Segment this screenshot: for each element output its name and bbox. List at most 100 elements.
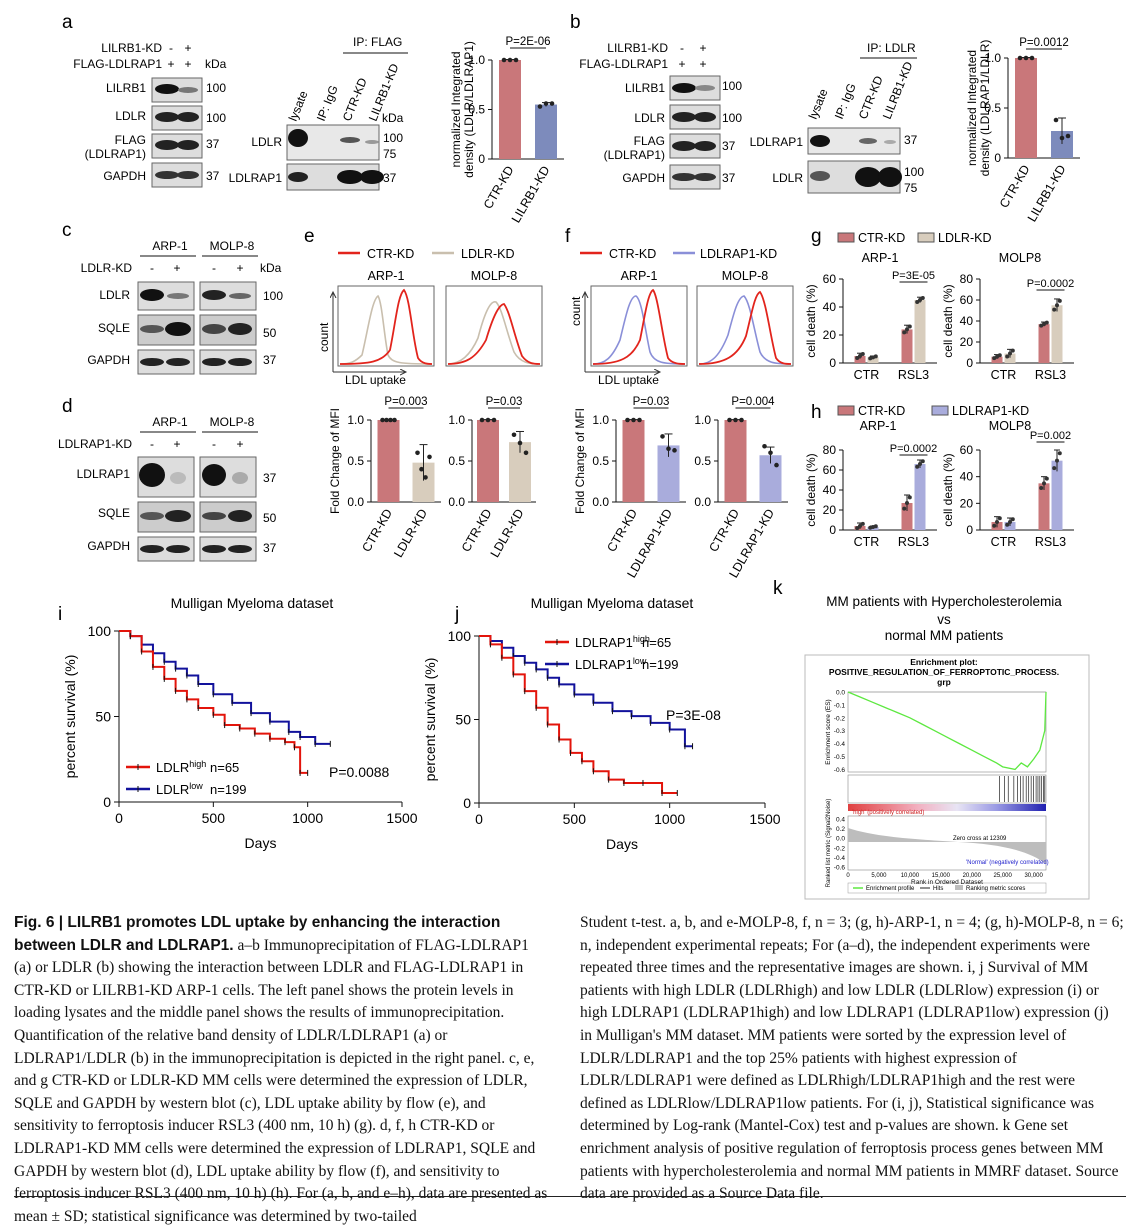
f-cell-1: ARP-1 xyxy=(621,269,658,283)
legend-label: LDLRhigh xyxy=(156,759,206,775)
y-axis-label: cell death (%) xyxy=(804,453,818,526)
survival-curve xyxy=(119,630,308,774)
y-tick-label: 40 xyxy=(823,300,837,314)
y-tick-label: 1.0 xyxy=(694,413,711,427)
x-tick-label: CTR xyxy=(991,368,1017,382)
c-band-3: GAPDH xyxy=(87,353,130,367)
b-band-ldlr: LDLR xyxy=(634,111,665,125)
legend-n: n=65 xyxy=(210,760,239,775)
a-band-flag: FLAG xyxy=(115,133,146,147)
c-cell-2: MOLP-8 xyxy=(210,239,255,253)
h-legend-1: CTR-KD xyxy=(858,404,905,418)
bar xyxy=(914,464,926,530)
panel-label-e: e xyxy=(304,226,315,247)
x-tick-label: 1000 xyxy=(654,811,685,827)
bar xyxy=(991,356,1003,363)
data-point xyxy=(1010,348,1015,353)
data-point xyxy=(918,298,922,302)
data-point xyxy=(625,417,630,423)
data-point xyxy=(660,434,665,439)
b-mw-2: 100 xyxy=(722,111,742,125)
data-point xyxy=(905,501,909,505)
f-legend-1: CTR-KD xyxy=(609,247,656,261)
chart-h-molp8: 0 20 40 60 CTR RSL3 P=0.002 cell death (%) xyxy=(941,430,1074,549)
d-sign-2: + xyxy=(173,437,180,451)
y-tick-label: 0.5 xyxy=(984,101,1001,115)
y-axis-label: Fold Change of MFI xyxy=(328,408,342,514)
b-lane-2: IP: IgG xyxy=(832,81,859,121)
chart-g-arp1: 0 20 40 60 CTR RSL3 P=3E-05 cell death (%) xyxy=(804,270,937,382)
x-tick-label: LDLR-KD xyxy=(391,507,430,560)
es-tick-label: -0.3 xyxy=(834,728,846,735)
e-cell-2: MOLP-8 xyxy=(471,269,518,283)
a-ip-band-ldlrap1: LDLRAP1 xyxy=(229,171,283,185)
x-tick-label: CTR-KD xyxy=(706,507,742,555)
data-point xyxy=(1008,351,1012,356)
data-point xyxy=(511,432,517,438)
data-point xyxy=(995,520,999,524)
data-point xyxy=(479,417,485,423)
a-mw-1: 100 xyxy=(206,81,226,95)
g-cell-2: MOLP8 xyxy=(999,251,1041,265)
c-sign-1: - xyxy=(150,261,154,275)
chart-g-molp8: 0 20 40 60 80 CTR RSL3 P=0.0002 cell death (%) xyxy=(941,272,1074,382)
x-tick-label: CTR-KD xyxy=(359,507,395,555)
c-mw-3: 37 xyxy=(263,353,277,367)
y-tick-label: 100 xyxy=(88,623,112,639)
data-point xyxy=(762,443,767,449)
p-value: P=0.0002 xyxy=(1027,278,1074,290)
rank-tick-label: 0.0 xyxy=(836,836,845,843)
y-tick-label: 60 xyxy=(960,443,974,457)
y-tick-label: 20 xyxy=(823,503,837,517)
y-tick-label: 0.5 xyxy=(694,454,711,468)
p-value: P=2E-06 xyxy=(505,36,550,48)
d-mw-2: 50 xyxy=(263,511,277,525)
panel-label-h: h xyxy=(811,402,822,423)
a-sign-1: - xyxy=(169,41,173,55)
p-value: P=3E-08 xyxy=(666,707,721,723)
data-point xyxy=(1057,451,1062,456)
b-ip-band-ldlr: LDLR xyxy=(772,171,803,185)
a-row2-label: FLAG-LDLRAP1 xyxy=(73,57,162,71)
b-ip-band-ldlrap1: LDLRAP1 xyxy=(750,135,804,149)
data-point xyxy=(1065,133,1071,139)
data-point xyxy=(1008,520,1012,524)
x-tick-label: 30,000 xyxy=(1024,873,1043,879)
y-tick-label: 80 xyxy=(823,443,837,457)
a-ip-mw-1: 100 xyxy=(383,131,403,145)
x-tick-label: CTR xyxy=(854,368,880,382)
data-point xyxy=(1052,466,1057,471)
x-tick-label: CTR-KD xyxy=(997,163,1033,211)
data-point xyxy=(1052,307,1057,312)
f-flow-molp8 xyxy=(698,290,792,365)
b-sign-2: + xyxy=(699,41,706,55)
d-cell-2: MOLP-8 xyxy=(210,415,255,429)
b-ip-mw-3: 75 xyxy=(904,181,918,195)
a-ip-kda: kDa xyxy=(382,111,404,125)
y-tick-label: 50 xyxy=(455,712,471,728)
bar xyxy=(477,420,499,502)
data-point xyxy=(415,450,420,456)
data-point xyxy=(1057,298,1062,303)
data-point xyxy=(920,459,925,464)
e-flow-xlabel: LDL uptake xyxy=(345,373,406,387)
bar xyxy=(724,420,747,502)
a-lane-2: IP: IgG xyxy=(314,83,341,123)
bar xyxy=(901,503,913,530)
d-sign-1: - xyxy=(150,437,154,451)
data-point xyxy=(543,101,549,106)
f-flow-arp1 xyxy=(592,288,686,365)
panel-label-c: c xyxy=(62,220,72,241)
bar xyxy=(377,420,400,502)
k-title-3: normal MM patients xyxy=(885,628,1004,643)
data-point xyxy=(637,417,642,423)
bottom-rule xyxy=(14,1196,1126,1197)
data-point xyxy=(739,417,744,423)
x-tick-label: RSL3 xyxy=(898,368,929,382)
bar xyxy=(854,356,866,363)
a-sign-3: + xyxy=(167,57,174,71)
data-point xyxy=(1010,517,1015,522)
y-axis-label: cell death (%) xyxy=(941,284,955,357)
c-mw-2: 50 xyxy=(263,326,277,340)
